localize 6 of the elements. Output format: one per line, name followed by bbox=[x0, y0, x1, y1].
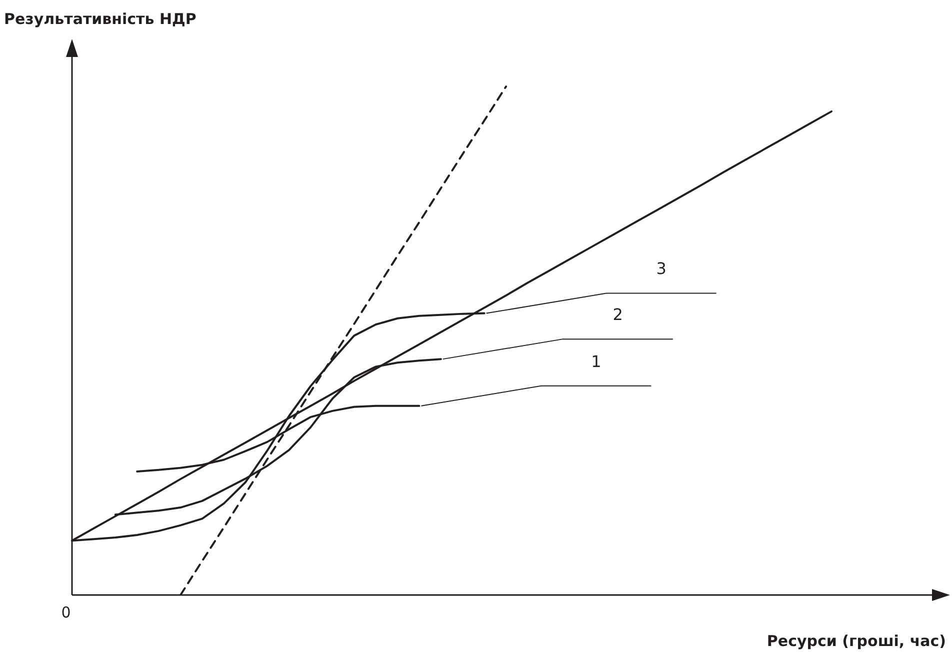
text: 2 bbox=[612, 305, 623, 324]
text: 3 bbox=[656, 259, 666, 278]
y-axis-title: Результативність НДР bbox=[4, 10, 196, 28]
text: 0 bbox=[61, 604, 71, 622]
x-axis-title: Ресурси (гроші, час) bbox=[766, 632, 946, 650]
text: 1 bbox=[591, 352, 602, 371]
